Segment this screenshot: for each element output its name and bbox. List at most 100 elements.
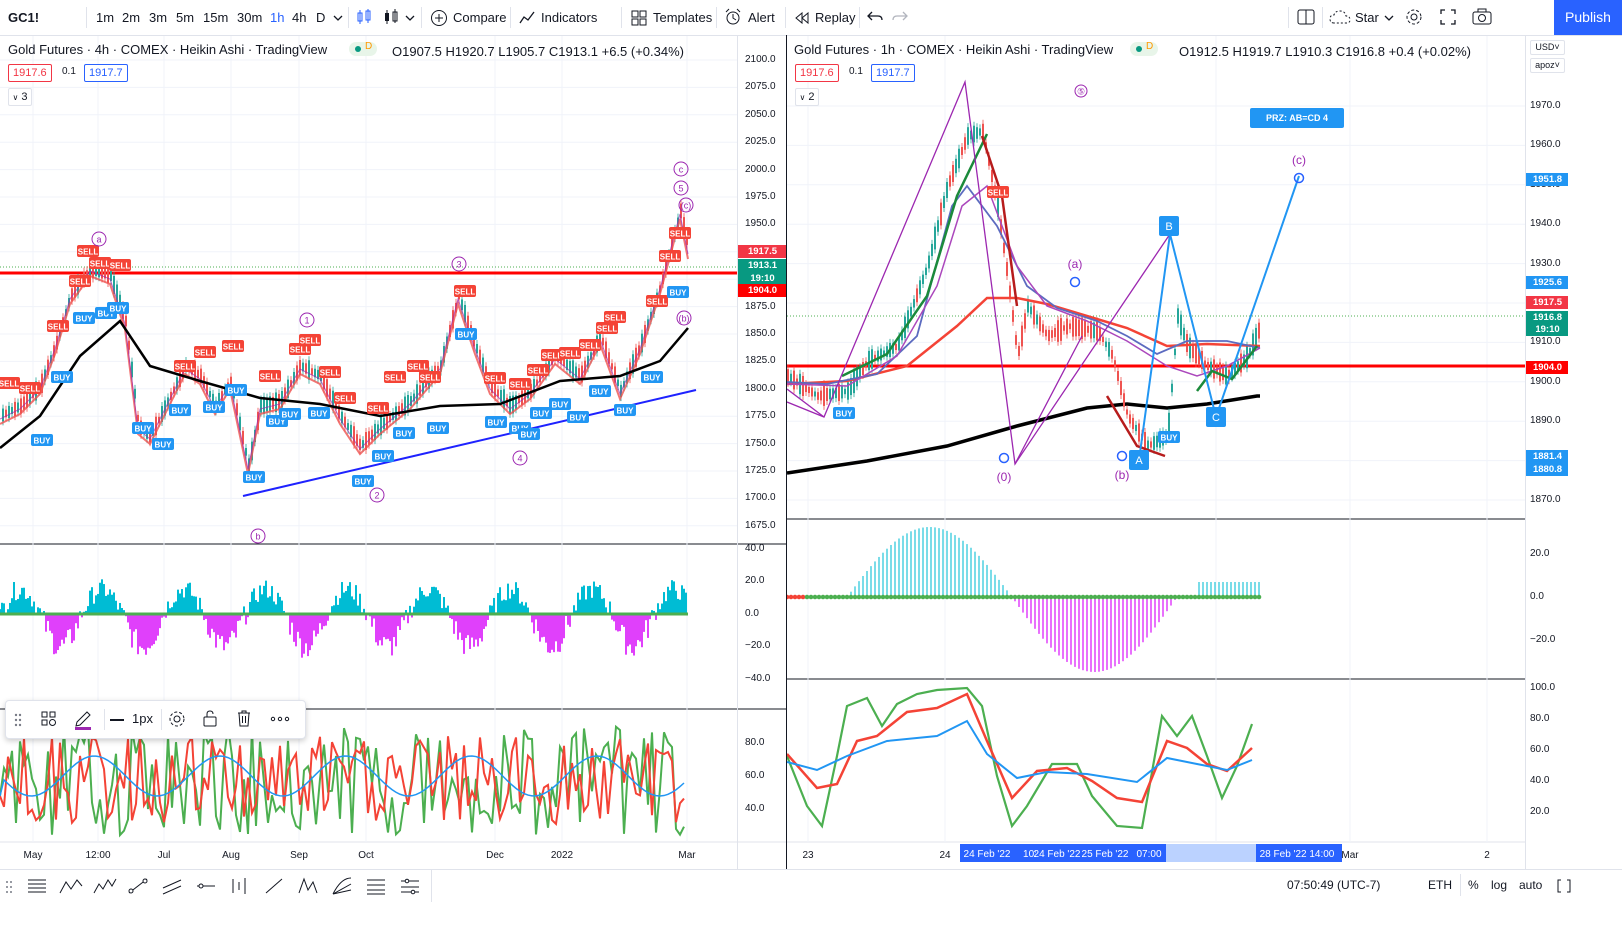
elliott-abc-icon[interactable] bbox=[59, 876, 83, 896]
left-chart-pane[interactable]: May 12:00 Jul Aug Sep Oct Dec 2022 Mar SELL SELL SE… bbox=[0, 36, 786, 869]
wave-label-circle bbox=[369, 487, 385, 503]
right-price-axis[interactable]: USD˅ apoz˅ 1970.01960.01950.01940.01930.… bbox=[1525, 36, 1569, 869]
candle bbox=[206, 381, 208, 395]
templates-icon[interactable] bbox=[630, 9, 648, 27]
candle bbox=[979, 128, 981, 136]
price-axis-label: 1870.0 bbox=[1530, 494, 1561, 505]
compare-button[interactable]: Compare bbox=[453, 10, 507, 25]
unit-select[interactable]: apoz˅ bbox=[1530, 58, 1565, 73]
interval-30m[interactable]: 30m bbox=[237, 10, 263, 25]
menu-lines-icon[interactable] bbox=[26, 876, 48, 896]
sell-price-box[interactable]: 1917.6 bbox=[795, 64, 839, 82]
interval-5m[interactable]: 5m bbox=[176, 10, 195, 25]
interval-D[interactable]: D bbox=[316, 10, 326, 25]
histogram-zero-dot bbox=[936, 594, 942, 600]
sell-price-box[interactable]: 1917.6 bbox=[8, 64, 52, 82]
ray-icon[interactable] bbox=[263, 876, 285, 896]
left-chart-canvas[interactable]: May 12:00 Jul Aug Sep Oct Dec 2022 MarSELLSELLSE… bbox=[0, 36, 786, 869]
object-template-icon[interactable] bbox=[40, 710, 58, 728]
cloud-icon[interactable] bbox=[1329, 9, 1351, 25]
buy-signal-label bbox=[279, 408, 301, 420]
gann-fan-icon[interactable] bbox=[331, 876, 353, 896]
long-position-icon[interactable] bbox=[229, 876, 251, 896]
percent-scale-toggle[interactable]: % bbox=[1468, 878, 1479, 892]
heikin-ashi-icon[interactable] bbox=[382, 8, 400, 26]
symbol-search[interactable]: GC1! bbox=[8, 10, 40, 25]
redo-icon[interactable] bbox=[892, 10, 908, 24]
candle bbox=[982, 123, 984, 139]
alert-button[interactable]: Alert bbox=[748, 10, 775, 25]
indicators-collapse-button[interactable]: ∨ 2 bbox=[795, 88, 819, 106]
alarm-clock-icon[interactable] bbox=[724, 8, 742, 26]
more-options-icon[interactable] bbox=[270, 715, 290, 723]
layout-name-button[interactable]: Star bbox=[1355, 10, 1379, 25]
layout-split-icon[interactable] bbox=[1296, 8, 1316, 26]
interval-1m[interactable]: 1m bbox=[96, 10, 115, 25]
buy-price-box[interactable]: 1917.7 bbox=[84, 64, 128, 82]
candle bbox=[1258, 322, 1260, 339]
fullscreen-icon[interactable] bbox=[1439, 8, 1457, 26]
chevron-down-icon[interactable] bbox=[405, 13, 415, 23]
xabcd-pattern-icon[interactable] bbox=[297, 876, 319, 896]
indicators-button[interactable]: Indicators bbox=[541, 10, 598, 25]
publish-button[interactable]: Publish bbox=[1554, 0, 1622, 35]
session-toggle[interactable]: ETH bbox=[1428, 878, 1452, 892]
candle bbox=[1102, 336, 1104, 343]
horizontal-ray-icon[interactable] bbox=[195, 876, 217, 896]
currency-select[interactable]: USD˅ bbox=[1530, 40, 1565, 55]
buy-price-box[interactable]: 1917.7 bbox=[871, 64, 915, 82]
interval-4h[interactable]: 4h bbox=[292, 10, 307, 25]
interval-15m[interactable]: 15m bbox=[203, 10, 229, 25]
osc-axis-label: 0.0 bbox=[1530, 591, 1544, 602]
left-chart-title[interactable]: Gold Futures · 4h · COMEX · Heikin Ashi … bbox=[8, 42, 328, 57]
unlock-icon[interactable] bbox=[202, 709, 218, 728]
gear-icon[interactable] bbox=[1405, 8, 1423, 26]
trend-line-icon[interactable] bbox=[127, 876, 149, 896]
drag-handle-icon[interactable] bbox=[13, 712, 23, 728]
left-chart-legend: Gold Futures · 4h · COMEX · Heikin Ashi … bbox=[8, 42, 327, 57]
compare-plus-icon[interactable] bbox=[430, 9, 448, 27]
buy-signal-text: BUY bbox=[155, 441, 173, 450]
undo-icon[interactable] bbox=[867, 10, 883, 24]
candle bbox=[572, 360, 574, 379]
parallel-channel-icon[interactable] bbox=[161, 876, 183, 896]
market-status-badge[interactable]: D bbox=[1130, 41, 1158, 56]
replay-button[interactable]: Replay bbox=[815, 10, 856, 25]
camera-icon[interactable] bbox=[1472, 8, 1492, 26]
fib-retracement-icon[interactable] bbox=[365, 876, 387, 896]
candle bbox=[1024, 313, 1026, 329]
market-status-badge[interactable]: D bbox=[349, 41, 377, 56]
indicators-collapse-button[interactable]: ∨ 3 bbox=[8, 88, 32, 106]
chevron-down-icon[interactable] bbox=[333, 13, 343, 23]
candle bbox=[1027, 299, 1029, 313]
indicators-icon[interactable] bbox=[518, 9, 536, 27]
candle bbox=[1033, 305, 1035, 325]
interval-2m[interactable]: 2m bbox=[122, 10, 141, 25]
line-width-button[interactable]: 1px bbox=[132, 711, 153, 726]
stoch-axis-label: 60.0 bbox=[745, 770, 765, 781]
chart-divider[interactable] bbox=[786, 35, 787, 869]
drag-handle-icon[interactable] bbox=[5, 880, 13, 894]
pencil-color-icon[interactable] bbox=[73, 708, 93, 730]
templates-button[interactable]: Templates bbox=[653, 10, 713, 25]
chevron-down-icon[interactable] bbox=[1384, 13, 1394, 23]
replay-rewind-icon[interactable] bbox=[794, 11, 810, 25]
clock-timezone[interactable]: 07:50:49 (UTC-7) bbox=[1287, 878, 1381, 892]
candles-icon[interactable] bbox=[355, 8, 373, 26]
auto-scale-toggle[interactable]: auto bbox=[1519, 878, 1543, 892]
settings-gear-icon[interactable] bbox=[168, 710, 186, 728]
left-price-axis[interactable]: 2100.0 2075.0 2050.0 2025.0 2000.0 1975.0 1950… bbox=[737, 36, 787, 869]
interval-1h[interactable]: 1h bbox=[270, 10, 285, 25]
range-brackets-icon[interactable] bbox=[1556, 878, 1572, 894]
log-scale-toggle[interactable]: log bbox=[1491, 878, 1508, 892]
interval-3m[interactable]: 3m bbox=[149, 10, 168, 25]
right-chart-title[interactable]: Gold Futures · 1h · COMEX · Heikin Ashi … bbox=[794, 42, 1114, 57]
sell-signal-label bbox=[222, 340, 244, 352]
trash-icon[interactable] bbox=[236, 709, 252, 728]
fib-channel-icon[interactable] bbox=[399, 876, 421, 896]
elliott-impulse-icon[interactable] bbox=[93, 876, 117, 896]
candle bbox=[1057, 320, 1059, 342]
sell-signal-text: SELL bbox=[110, 262, 131, 271]
